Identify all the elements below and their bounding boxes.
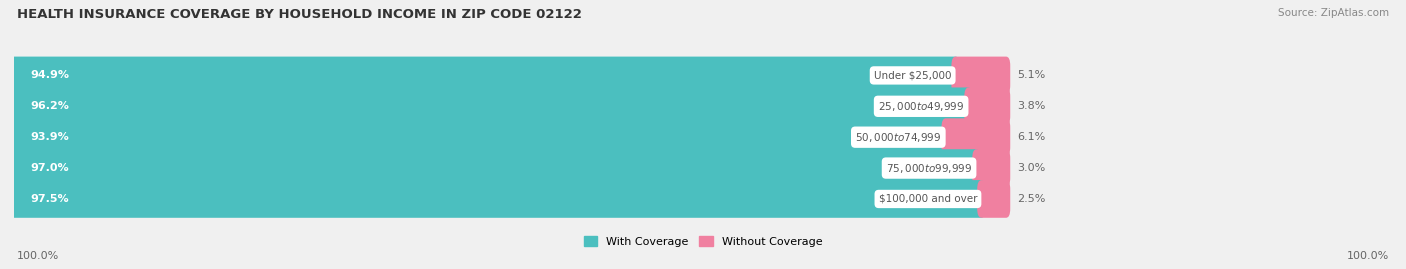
Text: 6.1%: 6.1% <box>1017 132 1046 142</box>
Legend: With Coverage, Without Coverage: With Coverage, Without Coverage <box>579 232 827 252</box>
FancyBboxPatch shape <box>10 118 1011 156</box>
FancyBboxPatch shape <box>10 149 980 187</box>
Text: 94.9%: 94.9% <box>31 70 69 80</box>
Text: HEALTH INSURANCE COVERAGE BY HOUSEHOLD INCOME IN ZIP CODE 02122: HEALTH INSURANCE COVERAGE BY HOUSEHOLD I… <box>17 8 582 21</box>
Text: 97.5%: 97.5% <box>31 194 69 204</box>
Text: $50,000 to $74,999: $50,000 to $74,999 <box>855 131 942 144</box>
FancyBboxPatch shape <box>10 118 949 156</box>
FancyBboxPatch shape <box>10 56 960 94</box>
Text: 93.9%: 93.9% <box>31 132 69 142</box>
Text: 3.8%: 3.8% <box>1017 101 1046 111</box>
FancyBboxPatch shape <box>10 180 986 218</box>
Text: $100,000 and over: $100,000 and over <box>879 194 977 204</box>
FancyBboxPatch shape <box>977 180 1011 218</box>
Text: 100.0%: 100.0% <box>1347 251 1389 261</box>
FancyBboxPatch shape <box>10 180 1011 218</box>
Text: $25,000 to $49,999: $25,000 to $49,999 <box>877 100 965 113</box>
FancyBboxPatch shape <box>10 56 1011 94</box>
FancyBboxPatch shape <box>942 118 1011 156</box>
Text: 100.0%: 100.0% <box>17 251 59 261</box>
FancyBboxPatch shape <box>10 87 973 125</box>
Text: 96.2%: 96.2% <box>31 101 69 111</box>
FancyBboxPatch shape <box>10 87 1011 125</box>
Text: Under $25,000: Under $25,000 <box>875 70 952 80</box>
FancyBboxPatch shape <box>972 149 1011 187</box>
Text: $75,000 to $99,999: $75,000 to $99,999 <box>886 162 972 175</box>
Text: Source: ZipAtlas.com: Source: ZipAtlas.com <box>1278 8 1389 18</box>
Text: 3.0%: 3.0% <box>1017 163 1046 173</box>
FancyBboxPatch shape <box>952 56 1011 94</box>
Text: 97.0%: 97.0% <box>31 163 69 173</box>
Text: 2.5%: 2.5% <box>1017 194 1046 204</box>
FancyBboxPatch shape <box>965 87 1011 125</box>
FancyBboxPatch shape <box>10 149 1011 187</box>
Text: 5.1%: 5.1% <box>1017 70 1046 80</box>
